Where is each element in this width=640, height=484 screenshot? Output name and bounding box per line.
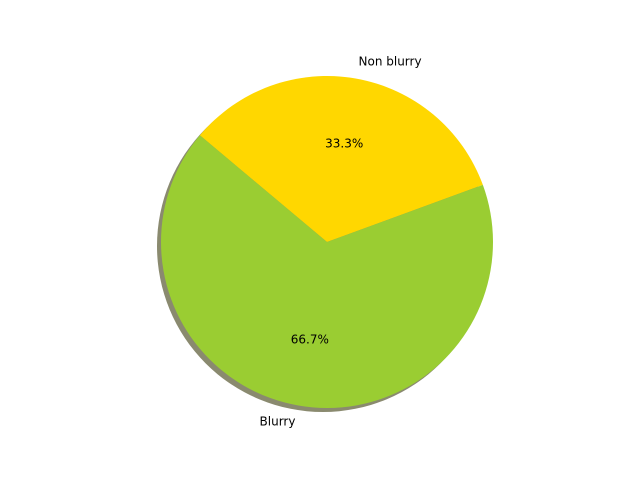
pie-label-blurry: Blurry <box>260 414 296 428</box>
pie-pct-label-blurry: 66.7% <box>291 333 329 347</box>
pie-label-non-blurry: Non blurry <box>359 55 422 69</box>
pie-slice-non-blurry <box>199 76 483 242</box>
pie-slice-blurry <box>161 135 494 409</box>
pie-labels: Non blurry 33.3% Blurry 66.7% <box>260 55 422 429</box>
pie-pct-label-non-blurry: 33.3% <box>325 136 363 150</box>
pie-slices <box>161 76 494 409</box>
